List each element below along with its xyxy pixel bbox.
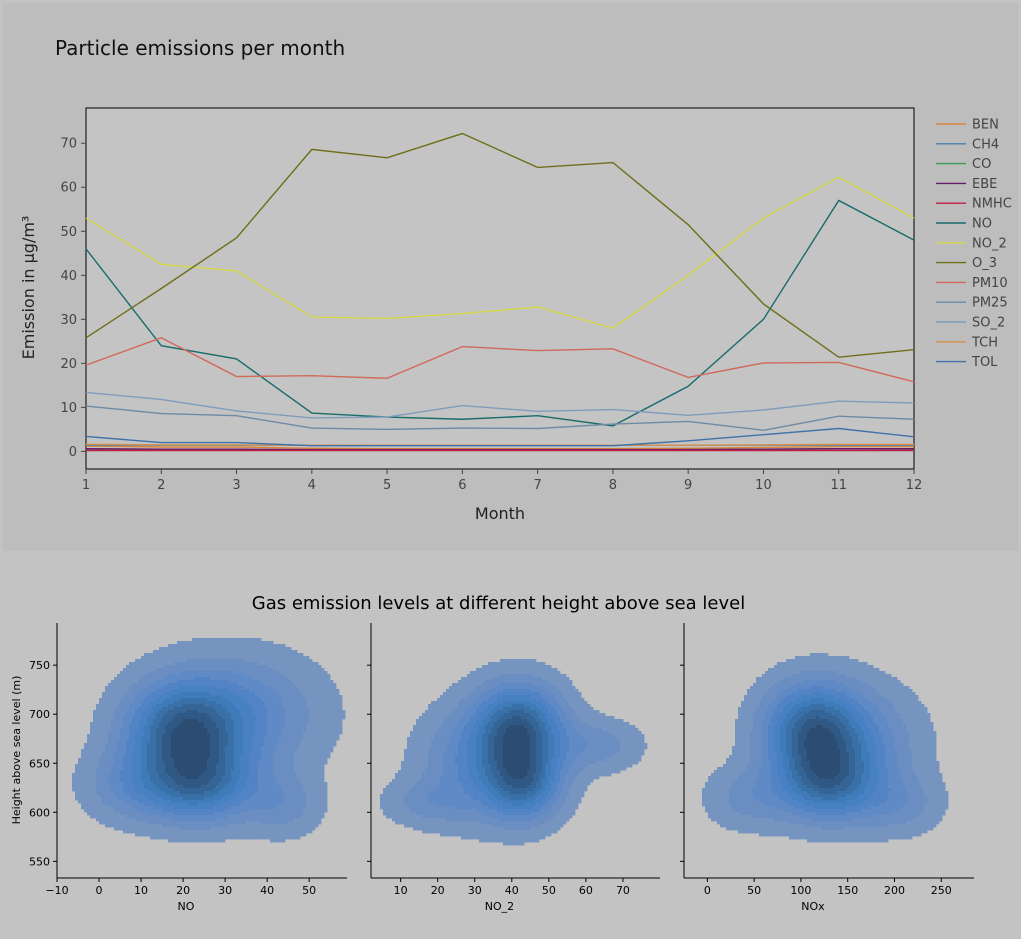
kde-x-tick-label: 60: [579, 884, 593, 897]
kde-x-tick-label: 10: [394, 884, 408, 897]
legend-label: CO: [972, 157, 991, 172]
legend-label: O_3: [972, 256, 997, 271]
x-tick-label: 9: [684, 478, 692, 493]
legend-label: NO: [972, 217, 992, 232]
kde-x-tick-label: 40: [505, 884, 519, 897]
kde-x-tick-label: 30: [218, 884, 232, 897]
series-line-no: [85, 199, 915, 427]
kde-density-fill: [380, 659, 648, 846]
series-line-ben: [85, 445, 914, 450]
x-tick-label: 5: [383, 478, 391, 493]
x-axis-label: Month: [475, 504, 525, 523]
legend-label: CH4: [972, 137, 999, 152]
kde-x-tick-label: 70: [616, 884, 630, 897]
x-tick-label: 11: [830, 478, 847, 493]
series-line-pm10: [85, 337, 915, 383]
legend-label: NMHC: [972, 197, 1012, 212]
kde-x-tick-label: 10: [134, 884, 148, 897]
legend: BEN CH4 CO EBE NMHC NO NO_2 O_3 PM10 PM25 SO_2 TCH T…: [936, 118, 1012, 370]
kde-x-tick-label: 250: [931, 884, 952, 897]
kde-density-fill: [702, 653, 949, 843]
legend-label: BEN: [972, 118, 999, 133]
kde-x-tick-label: 0: [704, 884, 711, 897]
legend-label: NO_2: [972, 236, 1007, 251]
kde-x-axis-label: NO: [178, 900, 195, 913]
y-tick-label: 20: [60, 357, 77, 372]
kde-x-axis-label: NOx: [801, 900, 825, 913]
kde-panel-nox: 0 50 100 150 200 250 NOx: [680, 623, 974, 913]
kde-y-tick-label: 750: [29, 659, 50, 672]
series-line-ebe: [85, 448, 914, 451]
series-line-so-2: [85, 391, 915, 419]
kde-x-tick-label: 20: [176, 884, 190, 897]
kde-y-axis-label: Height above sea level (m): [10, 676, 23, 825]
kde-x-tick-label: 50: [542, 884, 556, 897]
legend-label: PM10: [972, 276, 1008, 291]
x-tick-label: 1: [82, 478, 90, 493]
x-tick-label: 6: [458, 478, 466, 493]
x-tick-label: 4: [308, 478, 316, 493]
kde-density-fill: [72, 638, 346, 843]
kde-x-tick-label: 20: [431, 884, 445, 897]
x-tick-label: 10: [755, 478, 772, 493]
kde-y-tick-label: 550: [29, 855, 50, 868]
kde-x-tick-label: 50: [302, 884, 316, 897]
y-tick-label: 0: [69, 445, 77, 460]
kde-x-tick-label: 50: [747, 884, 761, 897]
kde-x-tick-label: 30: [468, 884, 482, 897]
series-lines: [85, 132, 915, 452]
y-tick-label: 60: [60, 181, 77, 196]
kde-x-tick-label: 40: [260, 884, 274, 897]
kde-panel-no: 550 600 650 700 750 −10 0 10 20 30 40 50 NO: [29, 623, 347, 913]
kde-y-tick-label: 700: [29, 708, 50, 721]
x-tick-label: 7: [533, 478, 541, 493]
series-line-no-2: [85, 176, 915, 329]
legend-label: SO_2: [972, 316, 1005, 331]
kde-x-tick-label: 100: [790, 884, 811, 897]
kde-x-tick-label: 150: [837, 884, 858, 897]
legend-label: TOL: [971, 355, 998, 370]
line-chart-title: Particle emissions per month: [55, 36, 346, 60]
x-tick-label: 3: [232, 478, 240, 493]
y-tick-label: 10: [60, 401, 77, 416]
series-line-pm25: [85, 405, 915, 431]
y-tick-label: 70: [60, 137, 77, 152]
kde-chart-title: Gas emission levels at different height …: [251, 593, 746, 614]
kde-y-tick-label: 650: [29, 757, 50, 770]
x-tick-label: 8: [609, 478, 617, 493]
legend-label: EBE: [972, 177, 997, 192]
legend-label: PM25: [972, 296, 1008, 311]
series-line-tol: [85, 427, 915, 447]
legend-label: TCH: [971, 335, 998, 350]
y-tick-label: 40: [60, 269, 77, 284]
kde-y-tick-label: 600: [29, 806, 50, 819]
kde-x-tick-label: 0: [96, 884, 103, 897]
line-chart: 1 2 3 4 5 6 7 8 9 10 11 12010203040506070MonthEmiss…: [19, 107, 1012, 523]
kde-panel-no-2: 10 20 30 40 50 60 70 NO_2: [367, 623, 660, 913]
series-line-o-3: [85, 132, 915, 358]
y-tick-label: 50: [60, 225, 77, 240]
x-tick-label: 2: [157, 478, 165, 493]
kde-x-axis-label: NO_2: [485, 900, 514, 913]
kde-x-tick-label: −10: [45, 884, 68, 897]
y-tick-label: 30: [60, 313, 77, 328]
y-axis-label: Emission in μg/m³: [19, 216, 38, 360]
x-tick-label: 12: [906, 478, 923, 493]
kde-x-tick-label: 200: [884, 884, 905, 897]
